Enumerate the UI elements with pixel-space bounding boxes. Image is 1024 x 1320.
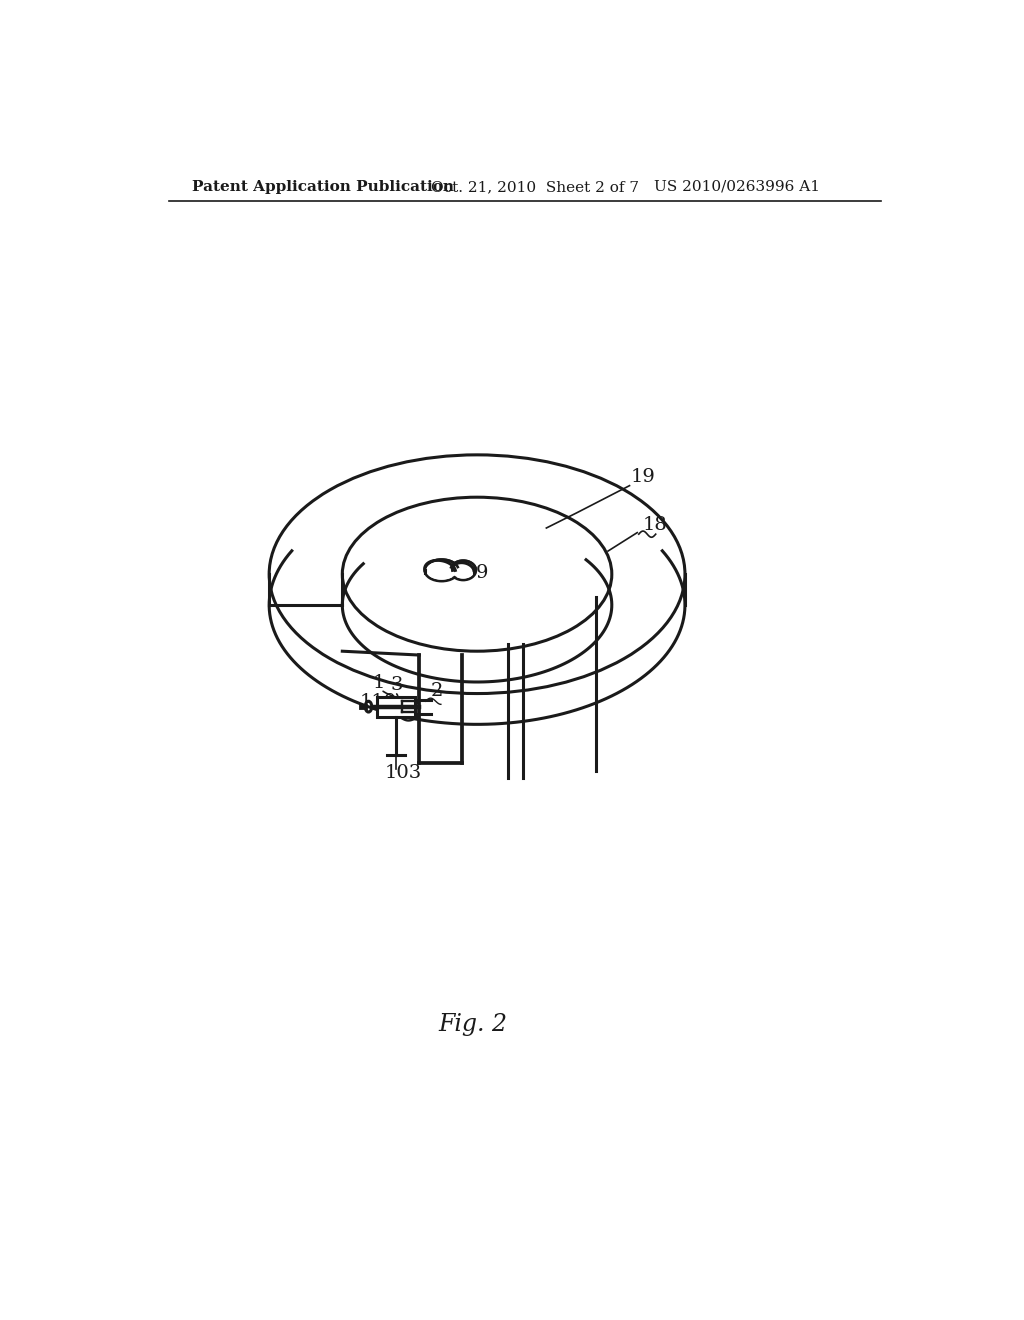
Ellipse shape xyxy=(452,562,474,578)
Text: Fig. 2: Fig. 2 xyxy=(438,1014,508,1036)
Text: 103: 103 xyxy=(385,764,422,783)
Text: 3: 3 xyxy=(390,676,402,694)
Text: 18: 18 xyxy=(643,516,668,533)
Text: 110: 110 xyxy=(359,693,396,711)
Text: 19: 19 xyxy=(631,467,656,486)
Text: 1: 1 xyxy=(373,675,385,692)
Ellipse shape xyxy=(426,561,457,579)
Text: Oct. 21, 2010  Sheet 2 of 7: Oct. 21, 2010 Sheet 2 of 7 xyxy=(431,180,639,194)
Text: 9: 9 xyxy=(475,564,488,582)
Text: 2: 2 xyxy=(431,682,443,700)
Text: US 2010/0263996 A1: US 2010/0263996 A1 xyxy=(654,180,820,194)
Bar xyxy=(377,697,416,717)
Text: Patent Application Publication: Patent Application Publication xyxy=(193,180,455,194)
